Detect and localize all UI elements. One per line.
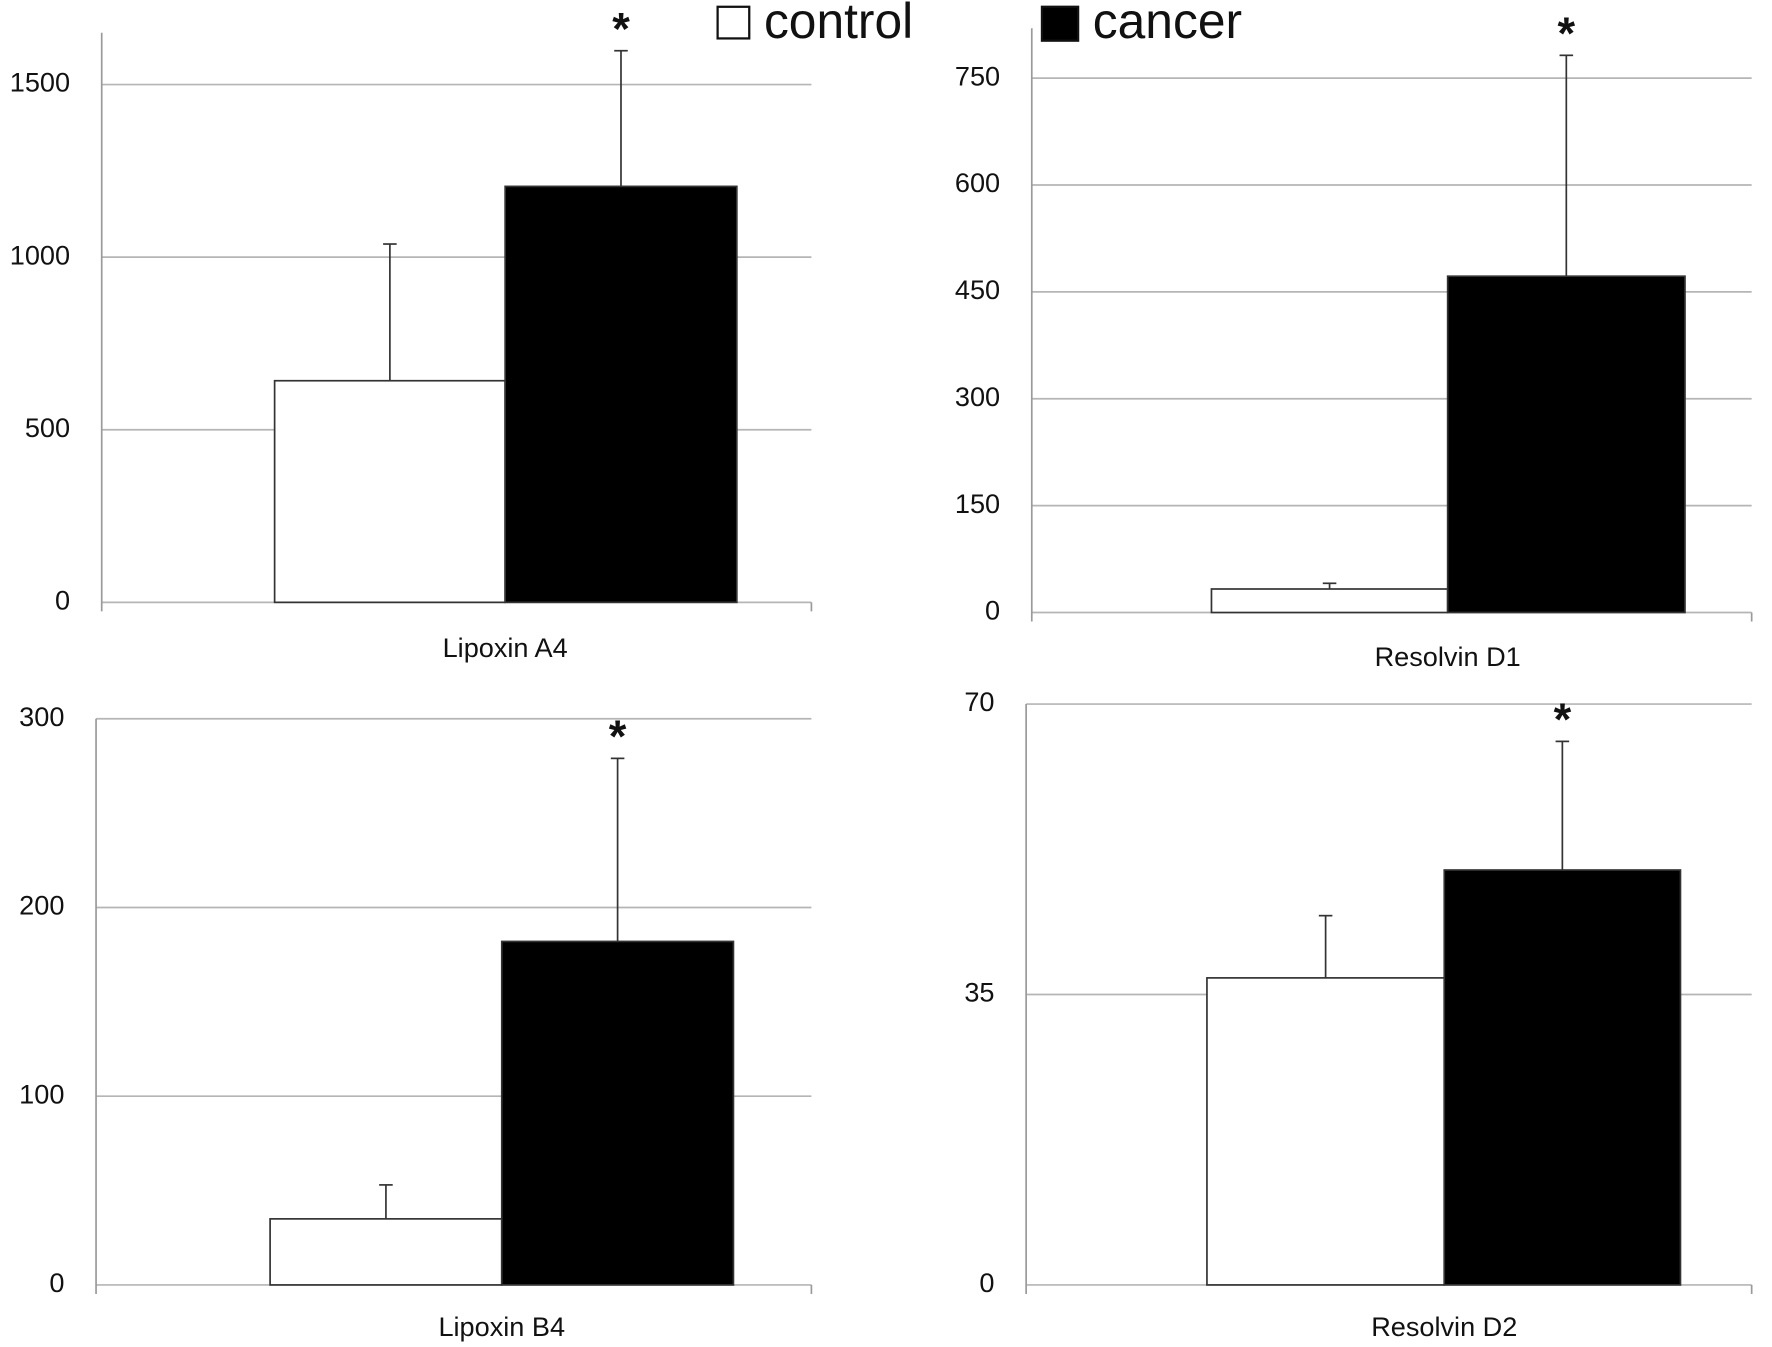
y-tick-label: 750 xyxy=(955,60,1000,91)
y-tick-label: 300 xyxy=(955,381,1000,412)
y-tick-label: 0 xyxy=(55,584,70,615)
bar xyxy=(273,379,507,604)
bar xyxy=(504,185,738,604)
y-tick-label: 1000 xyxy=(10,239,70,270)
y-tick-label: 200 xyxy=(19,890,64,921)
bar xyxy=(1443,869,1682,1286)
bar xyxy=(1446,275,1686,614)
y-tick-label: 70 xyxy=(964,686,994,717)
y-tick-label: 150 xyxy=(955,488,1000,519)
legend-swatch xyxy=(716,5,751,40)
significance-mark: * xyxy=(612,4,630,55)
x-tick-label: Lipoxin B4 xyxy=(438,1311,565,1342)
significance-mark: * xyxy=(1558,8,1576,59)
y-tick-label: 100 xyxy=(19,1078,64,1109)
significance-mark: * xyxy=(1554,694,1572,745)
y-tick-label: 35 xyxy=(964,977,994,1008)
y-tick-label: 600 xyxy=(955,167,1000,198)
significance-mark: * xyxy=(609,711,627,762)
legend-label: control xyxy=(764,0,913,49)
bar xyxy=(269,1218,503,1286)
x-tick-label: Resolvin D2 xyxy=(1371,1311,1517,1342)
y-tick-label: 300 xyxy=(19,701,64,732)
legend-label: cancer xyxy=(1093,0,1242,49)
y-tick-label: 0 xyxy=(979,1267,994,1298)
bar xyxy=(500,940,735,1286)
x-tick-label: Resolvin D1 xyxy=(1375,641,1521,672)
bar xyxy=(1210,588,1449,614)
y-tick-label: 1500 xyxy=(10,67,70,98)
y-tick-label: 500 xyxy=(25,412,70,443)
y-tick-label: 450 xyxy=(955,274,1000,305)
bar xyxy=(1206,977,1446,1286)
y-tick-label: 0 xyxy=(49,1267,64,1298)
legend-swatch xyxy=(1040,5,1080,42)
y-tick-label: 0 xyxy=(985,595,1000,626)
x-tick-label: Lipoxin A4 xyxy=(443,632,568,663)
